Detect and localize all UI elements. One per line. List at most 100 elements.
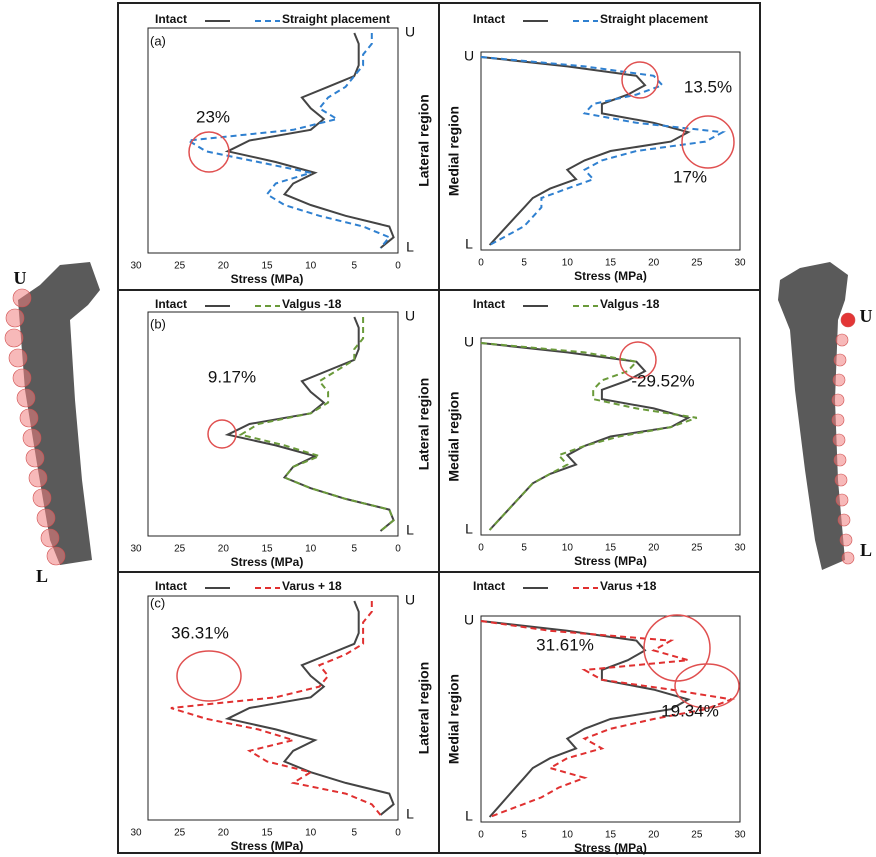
x-tick-label: 15: [261, 544, 273, 555]
x-tick-label: 5: [352, 828, 358, 839]
x-tick-label: 10: [305, 828, 317, 839]
panel-label: (b): [150, 316, 166, 331]
annotation: 19.34%: [661, 701, 719, 720]
series-line: [241, 317, 394, 531]
x-tick-label: 25: [691, 543, 703, 554]
x-axis-title: Stress (MPa): [231, 839, 304, 853]
x-tick-label: 10: [562, 830, 574, 841]
x-tick-label: 0: [478, 258, 484, 269]
x-tick-label: 10: [562, 258, 574, 269]
y-tick-label: L: [406, 239, 414, 255]
x-tick-label: 30: [734, 258, 746, 269]
series-line: [228, 317, 394, 531]
y-tick-label: U: [405, 592, 415, 608]
legend-label: Intact: [473, 579, 505, 593]
y-tick-label: U: [464, 334, 474, 350]
x-axis-title: Stress (MPa): [231, 555, 304, 569]
y-tick-label: U: [464, 612, 474, 628]
y-tick-label: L: [465, 808, 473, 824]
legend-label: Valgus -18: [600, 297, 660, 311]
figure: U L U L 30 25 20 15 10 5 0 Stress (MPa) Lateral …: [0, 0, 876, 857]
legend-label: Straight placement: [282, 12, 390, 26]
x-tick-label: 5: [521, 543, 527, 554]
x-axis-title: Stress (MPa): [231, 272, 304, 286]
annotation: 9.17%: [208, 367, 256, 386]
x-tick-label: 20: [648, 830, 660, 841]
x-tick-label: 30: [734, 830, 746, 841]
x-tick-label: 25: [691, 258, 703, 269]
x-tick-label: 30: [734, 543, 746, 554]
left-model: U L: [5, 262, 100, 586]
x-tick-label: 20: [218, 828, 230, 839]
panel-label: (a): [150, 33, 166, 48]
x-tick-label: 15: [605, 543, 617, 554]
annotation-circle: [682, 116, 734, 168]
x-tick-label: 20: [648, 258, 660, 269]
legend-label: Varus + 18: [282, 579, 342, 593]
model-label: L: [860, 540, 872, 560]
legend-label: Varus +18: [600, 579, 657, 593]
panel-label: (c): [150, 595, 165, 610]
y-tick-label: L: [406, 522, 414, 538]
right-model: U L: [778, 262, 873, 570]
x-tick-label: 0: [395, 261, 401, 272]
y-tick-label: U: [405, 24, 415, 40]
model-label: U: [860, 306, 873, 326]
y-axis-title: Lateral region: [416, 94, 432, 187]
y-axis-title: Lateral region: [416, 662, 432, 755]
x-tick-label: 20: [218, 261, 230, 272]
x-tick-label: 0: [395, 544, 401, 555]
x-tick-label: 5: [352, 261, 358, 272]
y-tick-label: U: [405, 308, 415, 324]
x-tick-label: 10: [305, 261, 317, 272]
annotation-circle: [177, 651, 241, 701]
x-tick-label: 10: [562, 543, 574, 554]
y-axis-title: Lateral region: [416, 378, 432, 471]
x-tick-label: 15: [605, 830, 617, 841]
annotation-circle: [644, 615, 710, 681]
x-tick-label: 10: [305, 544, 317, 555]
x-tick-label: 25: [174, 828, 186, 839]
y-axis-title: Medial region: [446, 391, 462, 481]
legend-label: Straight placement: [600, 12, 708, 26]
x-tick-label: 15: [261, 261, 273, 272]
annotation: -29.52%: [631, 371, 694, 390]
annotation: 17%: [673, 167, 707, 186]
x-tick-label: 30: [130, 261, 142, 272]
y-tick-label: L: [406, 806, 414, 822]
x-tick-label: 15: [261, 828, 273, 839]
x-tick-label: 5: [521, 830, 527, 841]
annotation: 31.61%: [536, 635, 594, 654]
x-tick-label: 5: [352, 544, 358, 555]
y-tick-label: L: [465, 521, 473, 537]
x-tick-label: 30: [130, 828, 142, 839]
x-tick-label: 25: [174, 544, 186, 555]
x-axis-title: Stress (MPa): [574, 554, 647, 568]
model-label: U: [14, 268, 27, 288]
legend-label: Intact: [473, 297, 505, 311]
x-axis-title: Stress (MPa): [574, 841, 647, 855]
legend-label: Intact: [473, 12, 505, 26]
x-tick-label: 0: [478, 543, 484, 554]
x-tick-label: 0: [395, 828, 401, 839]
x-tick-label: 5: [521, 258, 527, 269]
series-line: [228, 33, 394, 248]
x-tick-label: 0: [478, 830, 484, 841]
series-line: [228, 601, 394, 815]
legend-label: Intact: [155, 579, 187, 593]
x-tick-label: 20: [648, 543, 660, 554]
x-tick-label: 25: [691, 830, 703, 841]
y-axis-title: Medial region: [446, 674, 462, 764]
legend-label: Intact: [155, 12, 187, 26]
legend-label: Valgus -18: [282, 297, 342, 311]
x-tick-label: 30: [130, 544, 142, 555]
annotation: 36.31%: [171, 623, 229, 642]
model-label: L: [36, 566, 48, 586]
y-tick-label: L: [465, 236, 473, 252]
y-axis-title: Medial region: [446, 106, 462, 196]
x-tick-label: 20: [218, 544, 230, 555]
annotation: 13.5%: [684, 77, 732, 96]
annotation-circle: [208, 420, 236, 448]
legend-label: Intact: [155, 297, 187, 311]
y-tick-label: U: [464, 48, 474, 64]
